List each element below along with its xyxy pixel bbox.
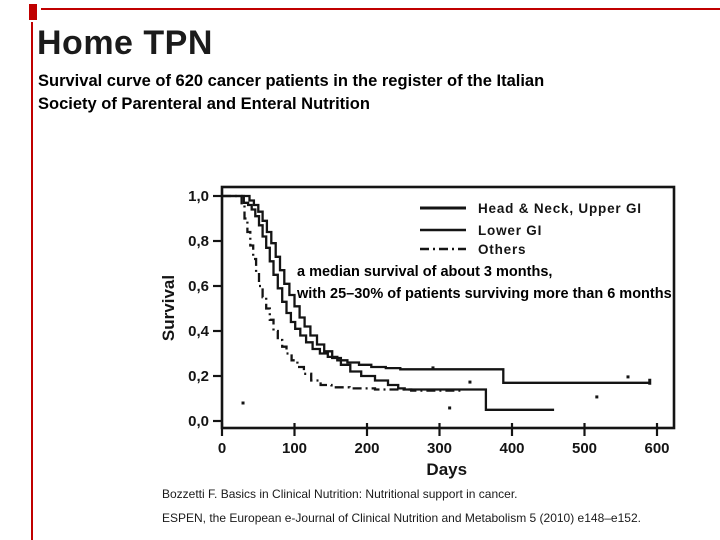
slide-subtitle: Survival curve of 620 cancer patients in… <box>38 70 544 116</box>
y-tick-label: 0,0 <box>188 413 209 430</box>
y-tick-label: 0,4 <box>188 323 210 340</box>
x-tick-label: 400 <box>499 440 524 457</box>
censor-mark <box>626 375 630 379</box>
plot-frame <box>220 185 676 430</box>
citations: Bozzetti F. Basics in Clinical Nutrition… <box>162 487 641 525</box>
x-tick-label: 500 <box>572 440 597 457</box>
x-tick-label: 100 <box>282 440 307 457</box>
y-tick-label: 0,6 <box>188 278 209 295</box>
legend-label: Others <box>478 242 526 257</box>
y-tick-label: 0,2 <box>188 368 209 385</box>
median-survival-annotation: a median survival of about 3 months, wit… <box>297 262 672 305</box>
y-tick-label: 0,8 <box>188 233 209 250</box>
censor-mark <box>448 406 452 410</box>
y-axis-title: Survival <box>160 275 178 341</box>
censor-mark <box>595 395 599 399</box>
subtitle-line-2: Society of Parenteral and Enteral Nutrit… <box>38 95 370 113</box>
survival-chart-svg: 1,0 0,8 0,6 0,4 0,2 0,0 0 100 200 300 400 500 600 Day… <box>159 185 676 479</box>
survival-chart: 1,0 0,8 0,6 0,4 0,2 0,0 0 100 200 300 400 500 600 Day… <box>159 180 720 490</box>
citation-line-1: Bozzetti F. Basics in Clinical Nutrition… <box>162 487 518 501</box>
survival-curve-1 <box>222 194 555 411</box>
x-tick-label: 300 <box>427 440 452 457</box>
censor-mark <box>431 366 435 370</box>
red-left-border <box>31 22 33 540</box>
censor-mark <box>468 380 472 384</box>
survival-curve-0 <box>222 194 650 384</box>
annotation-line-1: a median survival of about 3 months, <box>297 264 553 280</box>
legend-label: Lower GI <box>478 223 542 238</box>
x-axis-title: Days <box>426 460 467 479</box>
red-top-border <box>41 8 720 10</box>
x-tick-label: 0 <box>218 440 226 457</box>
subtitle-line-1: Survival curve of 620 cancer patients in… <box>38 72 545 90</box>
y-tick-label: 1,0 <box>188 188 209 205</box>
x-tick-label: 600 <box>644 440 669 457</box>
survival-curve-2 <box>222 194 464 392</box>
page-title: Home TPN <box>37 24 213 62</box>
citation-line-2: ESPEN, the European e-Journal of Clinica… <box>162 511 641 525</box>
annotation-line-2: with 25–30% of patients surviving more t… <box>297 285 672 302</box>
legend-label: Head & Neck, Upper GI <box>478 201 642 216</box>
red-corner-accent <box>29 4 37 20</box>
censor-mark <box>241 401 245 405</box>
x-tick-label: 200 <box>354 440 379 457</box>
